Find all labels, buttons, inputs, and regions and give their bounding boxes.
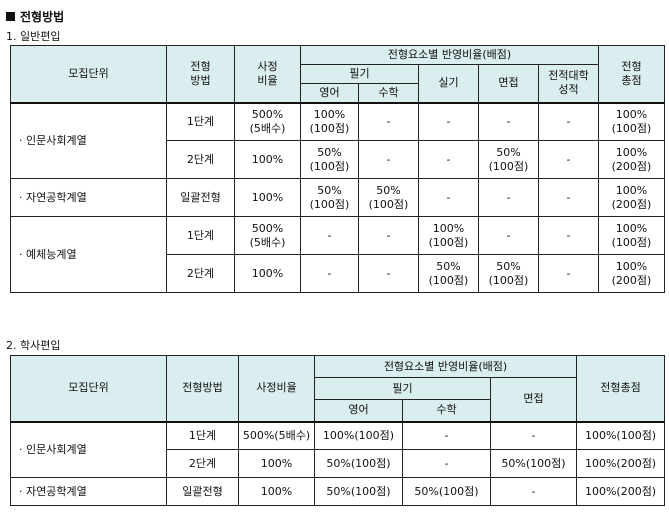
- unit-cell: · 자연공학계열: [10, 477, 167, 506]
- math-cell: -: [358, 140, 419, 179]
- total-cell: 100%(200점): [576, 449, 666, 478]
- prev-univ-cell: -: [538, 101, 599, 141]
- header-elements: 전형요소별 반영비율(배점): [313, 355, 578, 378]
- method-cell: 1단계: [166, 101, 235, 141]
- header-ratio: 사정비율: [238, 355, 315, 422]
- english-cell: 50% (100점): [300, 178, 359, 217]
- header-written: 필기: [314, 377, 491, 400]
- ratio-cell: 100%: [234, 178, 301, 217]
- interview-cell: -: [478, 178, 539, 217]
- table-row: · 인문사회계열 1단계 500%(5배수) 100%(100점) - - 10…: [10, 420, 666, 478]
- method-cell: 2단계: [166, 449, 239, 478]
- practical-cell: -: [418, 140, 479, 179]
- header-math: 수학: [358, 83, 419, 103]
- interview-cell: 50% (100점): [478, 140, 539, 179]
- header-total: 전형 총점: [598, 45, 665, 103]
- math-cell: -: [358, 101, 419, 141]
- practical-cell: 50% (100점): [418, 254, 479, 293]
- total-cell: 100% (200점): [598, 178, 665, 217]
- header-prev-univ: 전적대학 성적: [538, 64, 599, 103]
- math-cell: -: [358, 216, 419, 255]
- header-total: 전형총점: [576, 355, 666, 422]
- total-cell: 100%(200점): [576, 477, 666, 506]
- method-cell: 2단계: [166, 140, 235, 179]
- interview-cell: -: [489, 477, 578, 506]
- header-practical: 실기: [418, 64, 479, 103]
- interview-cell: 50%(100점): [489, 449, 578, 478]
- english-cell: -: [300, 216, 359, 255]
- total-cell: 100% (100점): [598, 216, 665, 255]
- practical-cell: -: [418, 101, 479, 141]
- ratio-cell: 500%(5배수): [238, 420, 315, 450]
- header-method: 전형방법: [166, 355, 239, 422]
- method-cell: 1단계: [166, 420, 239, 450]
- english-cell: 50% (100점): [300, 140, 359, 179]
- english-cell: 100% (100점): [300, 101, 359, 141]
- header-written: 필기: [300, 64, 419, 84]
- table-row: · 예체능계열 1단계 500% (5배수) - - 100% (100점) -…: [10, 216, 665, 293]
- total-cell: 100%(100점): [576, 420, 666, 450]
- header-method: 전형 방법: [166, 45, 235, 103]
- table-row: · 인문사회계열 1단계 500% (5배수) 100% (100점) - - …: [10, 101, 665, 179]
- header-math: 수학: [402, 399, 491, 422]
- unit-cell: · 예체능계열: [10, 216, 167, 293]
- prev-univ-cell: -: [538, 254, 599, 293]
- header-unit: 모집단위: [10, 355, 167, 422]
- english-cell: 50%(100점): [314, 449, 403, 478]
- header-interview: 면접: [489, 377, 578, 422]
- page-title: 전형방법: [6, 8, 64, 25]
- method-cell: 일괄전형: [166, 477, 239, 506]
- interview-cell: -: [478, 216, 539, 255]
- interview-cell: -: [489, 420, 578, 450]
- math-cell: -: [402, 420, 491, 450]
- header-unit: 모집단위: [10, 45, 167, 103]
- prev-univ-cell: -: [538, 140, 599, 179]
- english-cell: -: [300, 254, 359, 293]
- unit-cell: · 인문사회계열: [10, 101, 167, 179]
- practical-cell: -: [418, 178, 479, 217]
- unit-cell: · 인문사회계열: [10, 420, 167, 478]
- math-cell: -: [402, 449, 491, 478]
- page-title-text: 전형방법: [20, 10, 65, 24]
- math-cell: 50% (100점): [358, 178, 419, 217]
- ratio-cell: 500% (5배수): [234, 101, 301, 141]
- square-bullet-icon: [6, 12, 15, 21]
- ratio-cell: 100%: [234, 254, 301, 293]
- table-row: 2단계 100% 50% (100점) - - 50% (100점) - 100…: [11, 140, 665, 179]
- prev-univ-cell: -: [538, 216, 599, 255]
- total-cell: 100% (200점): [598, 254, 665, 293]
- total-cell: 100% (200점): [598, 140, 665, 179]
- ratio-cell: 500% (5배수): [234, 216, 301, 255]
- interview-cell: 50% (100점): [478, 254, 539, 293]
- ratio-cell: 100%: [234, 140, 301, 179]
- method-cell: 2단계: [166, 254, 235, 293]
- header-elements: 전형요소별 반영비율(배점): [300, 45, 599, 65]
- practical-cell: 100% (100점): [418, 216, 479, 255]
- section2-label: 2. 학사편입: [6, 339, 61, 352]
- unit-cell: · 자연공학계열: [10, 178, 167, 217]
- table-row: 2단계 100% - - 50% (100점) 50% (100점) - 100…: [11, 254, 665, 293]
- english-cell: 50%(100점): [314, 477, 403, 506]
- method-cell: 1단계: [166, 216, 235, 255]
- section1-label: 1. 일반편입: [6, 30, 61, 43]
- math-cell: -: [358, 254, 419, 293]
- total-cell: 100% (100점): [598, 101, 665, 141]
- table-bachelor-transfer: 모집단위 전형방법 사정비율 전형요소별 반영비율(배점) 전형총점 필기 면접…: [10, 355, 666, 506]
- header-english: 영어: [300, 83, 359, 103]
- header-interview: 면접: [478, 64, 539, 103]
- method-cell: 일괄전형: [166, 178, 235, 217]
- table-general-transfer: 모집단위 전형 방법 사정 비율 전형요소별 반영비율(배점) 전형 총점 필기…: [10, 45, 665, 293]
- header-english: 영어: [314, 399, 403, 422]
- prev-univ-cell: -: [538, 178, 599, 217]
- table-row: 2단계 100% 50%(100점) - 50%(100점) 100%(200점…: [11, 449, 666, 478]
- table-row: · 자연공학계열 일괄전형 100% 50% (100점) 50% (100점)…: [10, 178, 665, 217]
- math-cell: 50%(100점): [402, 477, 491, 506]
- table-row: · 자연공학계열 일괄전형 100% 50%(100점) 50%(100점) -…: [10, 477, 666, 506]
- ratio-cell: 100%: [238, 477, 315, 506]
- interview-cell: -: [478, 101, 539, 141]
- ratio-cell: 100%: [238, 449, 315, 478]
- header-ratio: 사정 비율: [234, 45, 301, 103]
- english-cell: 100%(100점): [314, 420, 403, 450]
